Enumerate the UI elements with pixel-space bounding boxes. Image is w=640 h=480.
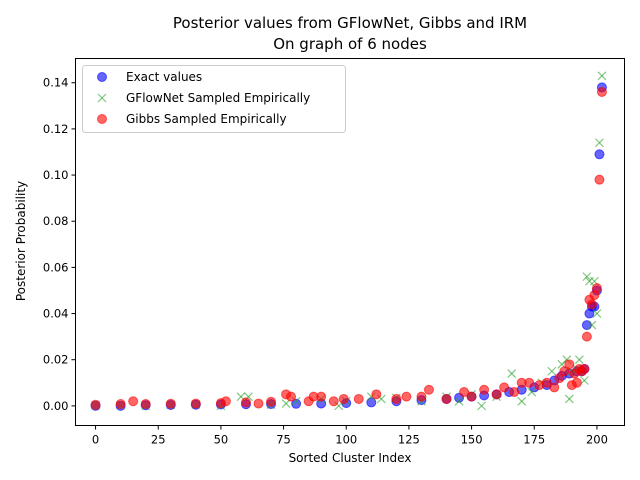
data-point-x — [547, 366, 557, 376]
series-2 — [90, 86, 607, 410]
data-point-x — [527, 387, 537, 397]
x-tick-label: 200 — [586, 433, 608, 447]
data-point-x — [477, 401, 487, 411]
data-point-circle — [459, 387, 470, 398]
x-axis: 0 25 50 75 100 125 150 175 200 — [92, 425, 608, 447]
y-tick-label: 0.10 — [43, 168, 69, 182]
data-point-circle — [594, 149, 605, 160]
y-tick-label: 0.14 — [43, 76, 69, 90]
data-point-circle — [479, 384, 490, 395]
data-point-x — [454, 396, 464, 406]
data-point-circle — [401, 391, 412, 402]
data-point-circle — [549, 382, 560, 393]
y-tick-label: 0.00 — [43, 399, 69, 413]
data-point-circle — [524, 377, 535, 388]
data-point-circle — [90, 399, 101, 410]
data-point-circle — [220, 396, 231, 407]
data-point-circle — [266, 396, 277, 407]
data-point-circle — [591, 283, 602, 294]
data-point-circle — [594, 174, 605, 185]
data-point-circle — [190, 398, 201, 409]
x-tick-label: 50 — [214, 433, 229, 447]
data-point-circle — [499, 382, 510, 393]
data-point-x — [517, 396, 527, 406]
x-tick-label: 100 — [335, 433, 357, 447]
data-point-x — [595, 138, 604, 148]
x-tick-label: 125 — [398, 433, 420, 447]
data-point-circle — [391, 393, 402, 404]
data-point-circle — [581, 331, 592, 342]
data-point-circle — [581, 320, 592, 331]
data-point-circle — [596, 86, 607, 97]
data-point-circle — [328, 396, 339, 407]
x-tick-label: 75 — [276, 433, 291, 447]
data-point-circle — [416, 391, 427, 402]
legend-label-exact: Exact values — [126, 70, 202, 84]
data-point-circle — [571, 377, 582, 388]
data-point-circle — [286, 391, 297, 402]
data-point-x — [582, 272, 592, 282]
data-point-x — [597, 71, 607, 81]
legend-label-gflownet: GFlowNet Sampled Empirically — [126, 91, 310, 105]
data-point-circle — [423, 384, 434, 395]
data-point-circle — [579, 363, 590, 374]
data-point-circle — [491, 389, 502, 400]
data-point-circle — [316, 391, 327, 402]
data-point-circle — [165, 398, 176, 409]
data-point-circle — [291, 398, 302, 409]
data-point-circle — [353, 393, 364, 404]
y-axis: 0.00 0.02 0.04 0.06 0.08 0.10 0.12 0.14 — [43, 76, 76, 413]
data-point-circle — [586, 299, 597, 310]
x-tick-label: 175 — [523, 433, 545, 447]
y-tick-label: 0.12 — [43, 122, 69, 136]
plot-frame — [75, 58, 625, 426]
data-point-x — [574, 355, 584, 365]
x-tick-label: 25 — [151, 433, 166, 447]
data-point-circle — [509, 387, 520, 398]
legend: Exact values GFlowNet Sampled Empiricall… — [82, 65, 346, 133]
x-tick-label: 150 — [461, 433, 483, 447]
plot-area — [90, 71, 607, 411]
legend-label-gibbs: Gibbs Sampled Empirically — [126, 112, 287, 126]
data-point-circle — [466, 391, 477, 402]
y-tick-label: 0.02 — [43, 353, 69, 367]
x-tick-label: 0 — [92, 433, 99, 447]
data-point-circle — [371, 389, 382, 400]
x-axis-label: Sorted Cluster Index — [289, 451, 412, 465]
y-axis-label: Posterior Probability — [14, 181, 28, 301]
y-tick-label: 0.08 — [43, 214, 69, 228]
data-point-circle — [564, 359, 575, 370]
data-point-circle — [541, 377, 552, 388]
data-point-circle — [366, 397, 377, 408]
data-point-circle — [554, 373, 565, 384]
legend-marker-gibbs — [97, 114, 107, 124]
y-tick-label: 0.04 — [43, 307, 69, 321]
data-point-circle — [559, 366, 570, 377]
data-point-circle — [140, 399, 151, 410]
legend-box — [82, 65, 346, 133]
chart-title-line1: Posterior values from GFlowNet, Gibbs an… — [173, 14, 527, 32]
data-point-circle — [253, 398, 264, 409]
data-point-x — [507, 369, 517, 378]
chart-title-line2: On graph of 6 nodes — [273, 35, 427, 53]
data-point-x — [564, 394, 574, 404]
data-point-circle — [128, 396, 139, 407]
legend-marker-exact — [97, 72, 107, 82]
legend-marker-gflownet — [97, 93, 107, 103]
data-point-circle — [441, 393, 452, 404]
data-point-circle — [338, 393, 349, 404]
y-tick-label: 0.06 — [43, 260, 69, 274]
data-point-circle — [240, 397, 251, 408]
data-point-x — [592, 309, 602, 318]
data-point-circle — [115, 399, 126, 410]
data-point-x — [587, 320, 597, 330]
